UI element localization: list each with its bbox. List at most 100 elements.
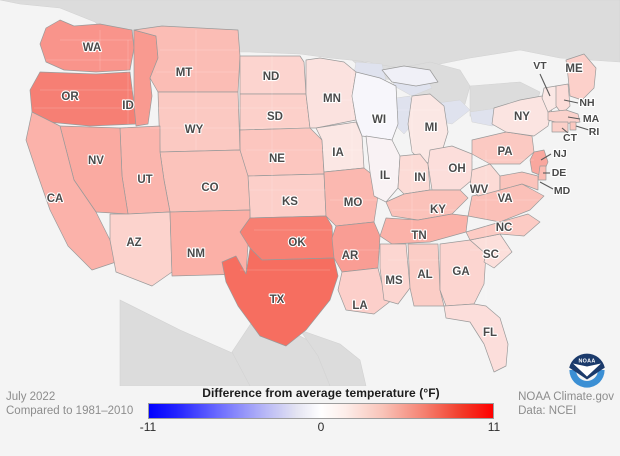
state-wy bbox=[157, 91, 241, 153]
state-label-az: AZ bbox=[126, 237, 141, 249]
state-label-ky: KY bbox=[430, 204, 446, 216]
logo-seagull bbox=[573, 363, 601, 377]
state-label-wa: WA bbox=[83, 42, 102, 54]
source-credit: NOAA Climate.gov bbox=[518, 391, 614, 403]
state-ma bbox=[547, 109, 581, 125]
state-label-sc: SC bbox=[483, 249, 499, 261]
noaa-logo: NOAA bbox=[568, 353, 606, 391]
state-label-fl: FL bbox=[483, 327, 497, 339]
caption-left: July 2022 Compared to 1981–2010 bbox=[6, 390, 133, 418]
state-nd bbox=[239, 55, 307, 95]
state-ky bbox=[385, 189, 469, 221]
caption-right: NOAA Climate.gov Data: NCEI bbox=[518, 390, 614, 418]
leader-md bbox=[539, 181, 554, 190]
state-tx bbox=[221, 247, 339, 347]
colorbar-tick-min: -11 bbox=[139, 420, 157, 434]
state-nc bbox=[465, 213, 541, 241]
state-label-wy: WY bbox=[185, 124, 204, 136]
state-label-md: MD bbox=[554, 185, 571, 197]
state-ri bbox=[569, 121, 577, 131]
state-label-al: AL bbox=[417, 269, 432, 281]
state-label-mt: MT bbox=[176, 67, 193, 79]
map-svg: WA OR ID MT ND MN WI MI SD WY NV UT CA CO NE IA IL IN OH KS… bbox=[0, 0, 620, 386]
state-vt bbox=[541, 85, 559, 113]
state-label-vt: VT bbox=[533, 60, 547, 72]
state-label-nj: NJ bbox=[553, 148, 567, 160]
state-label-or: OR bbox=[61, 91, 79, 103]
state-me bbox=[565, 53, 597, 101]
state-ms bbox=[379, 243, 411, 305]
state-label-ga: GA bbox=[452, 266, 469, 278]
state-label-wv: WV bbox=[470, 184, 489, 196]
leader-ri bbox=[575, 125, 590, 131]
state-label-nm: NM bbox=[187, 248, 205, 260]
state-ny bbox=[491, 95, 553, 137]
state-label-la: LA bbox=[352, 300, 367, 312]
us-temperature-anomaly-map: WA OR ID MT ND MN WI MI SD WY NV UT CA CO NE IA IL IN OH KS… bbox=[0, 0, 620, 386]
colorbar-ticks: -11 0 11 bbox=[140, 420, 500, 436]
state-label-nh: NH bbox=[579, 97, 594, 109]
state-label-nv: NV bbox=[88, 155, 104, 167]
state-label-mo: MO bbox=[344, 197, 363, 209]
state-label-ok: OK bbox=[288, 237, 306, 249]
state-mi-up bbox=[381, 65, 439, 87]
state-wa bbox=[39, 19, 135, 73]
state-labels: WA OR ID MT ND MN WI MI SD WY NV UT CA CO NE IA IL IN OH KS… bbox=[46, 41, 601, 340]
colorbar-tick-mid: 0 bbox=[317, 420, 325, 434]
state-la bbox=[337, 267, 393, 315]
state-label-va: VA bbox=[497, 193, 512, 205]
state-label-tn: TN bbox=[411, 230, 426, 242]
state-label-ne: NE bbox=[269, 153, 285, 165]
caption-baseline: Compared to 1981–2010 bbox=[6, 405, 134, 417]
state-label-tx: TX bbox=[270, 294, 285, 306]
state-label-me: ME bbox=[565, 63, 583, 75]
state-label-sd: SD bbox=[267, 111, 283, 123]
leader-ma bbox=[567, 116, 581, 120]
state-polygons bbox=[25, 19, 597, 373]
state-label-ia: IA bbox=[332, 147, 344, 159]
state-label-co: CO bbox=[201, 182, 218, 194]
state-label-ms: MS bbox=[385, 275, 403, 287]
state-label-ma: MA bbox=[583, 113, 600, 125]
leader-vt bbox=[539, 73, 551, 97]
colorbar-title: Difference from average temperature (°F) bbox=[202, 386, 440, 400]
caption-period: July 2022 bbox=[6, 391, 56, 403]
state-ne bbox=[239, 127, 325, 177]
state-oh bbox=[427, 145, 473, 191]
state-label-nc: NC bbox=[496, 222, 513, 234]
state-ca bbox=[25, 111, 117, 271]
label-leader-lines bbox=[539, 73, 590, 190]
state-label-oh: OH bbox=[448, 163, 465, 175]
logo-arc bbox=[569, 370, 605, 388]
state-label-ut: UT bbox=[137, 174, 152, 186]
state-label-ri: RI bbox=[589, 126, 600, 138]
state-label-ny: NY bbox=[514, 111, 530, 123]
leader-nh bbox=[563, 99, 579, 104]
state-or bbox=[29, 71, 137, 127]
colorbar-tick-max: 11 bbox=[487, 420, 501, 434]
state-az bbox=[109, 211, 173, 287]
logo-text: NOAA bbox=[578, 359, 595, 365]
leader-nj bbox=[540, 153, 552, 161]
state-label-mi: MI bbox=[425, 122, 438, 134]
state-label-mn: MN bbox=[323, 93, 341, 105]
state-de bbox=[537, 165, 547, 181]
state-ar bbox=[331, 221, 381, 273]
state-label-pa: PA bbox=[497, 146, 512, 158]
state-label-in: IN bbox=[414, 172, 426, 184]
state-md bbox=[499, 171, 539, 191]
state-il bbox=[365, 135, 401, 203]
state-label-id: ID bbox=[122, 100, 134, 112]
state-label-ca: CA bbox=[47, 193, 64, 205]
state-fl bbox=[443, 303, 509, 373]
colorbar-gradient bbox=[148, 403, 494, 419]
figure-footer: July 2022 Compared to 1981–2010 NOAA Cli… bbox=[0, 386, 620, 456]
state-label-wi: WI bbox=[372, 114, 386, 126]
leader-ct bbox=[561, 127, 569, 134]
source-data: Data: NCEI bbox=[518, 405, 577, 417]
state-label-ks: KS bbox=[282, 196, 298, 208]
state-label-de: DE bbox=[552, 167, 567, 179]
state-label-ct: CT bbox=[563, 132, 578, 144]
state-label-il: IL bbox=[380, 170, 390, 182]
